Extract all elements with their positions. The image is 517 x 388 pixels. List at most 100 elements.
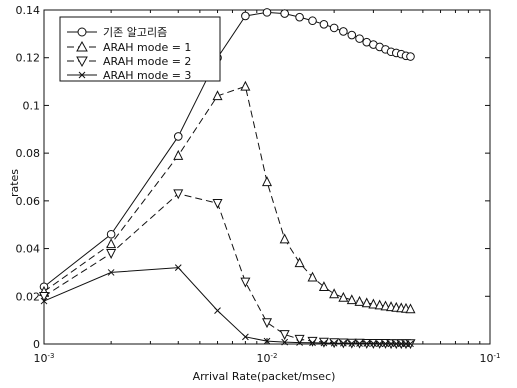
- series-4-point-16: [370, 340, 377, 347]
- series-1-point-5: [241, 11, 250, 21]
- series-4-point-9: [309, 339, 316, 347]
- x-tick-label-0: 10-3: [34, 352, 55, 365]
- series-3-point-1: [38, 291, 50, 302]
- series-2-point-11: [329, 288, 340, 299]
- legend: 기존 알고리즘 ARAH mode = 1 ARAH mode = 2 ARAH…: [59, 16, 221, 82]
- series-3-point-3: [173, 189, 184, 200]
- series-4-point-5: [242, 333, 249, 341]
- y-axis-label: rates: [8, 169, 21, 197]
- series-1-point-9: [308, 16, 317, 26]
- series-4-point-13-b: [348, 340, 356, 347]
- series-3-point-5: [240, 277, 251, 288]
- series-4-point-6: [263, 337, 271, 345]
- x-tick-label-base-1: 10: [257, 352, 271, 365]
- series-2-point-2: [106, 238, 117, 249]
- series-4-point-10: [320, 339, 328, 347]
- series-4-point-3-b: [174, 264, 182, 272]
- x-tick-label-base-2: 10: [480, 352, 494, 365]
- series-4-point-15-b: [363, 340, 371, 347]
- series-2-point-5: [240, 80, 251, 91]
- series-4-point-18-b: [382, 340, 389, 348]
- series-2-point-13: [346, 294, 357, 305]
- series-4-point-13: [348, 340, 356, 347]
- series-1-point-6: [262, 8, 272, 17]
- series-3-point-6: [261, 318, 273, 329]
- legend-label-series-3: ARAH mode = 2: [103, 55, 191, 68]
- series-2-point-12: [338, 291, 349, 302]
- series-2-point-17: [374, 299, 385, 310]
- series-2-point-8: [294, 257, 305, 268]
- series-1-point-11: [329, 23, 339, 33]
- series-1-point-23: [406, 52, 415, 61]
- y-tick-label-4: 0.08: [16, 147, 41, 160]
- series-4-point-19: [387, 340, 395, 348]
- series-2-point-23: [405, 303, 416, 314]
- series-3-point-4: [212, 198, 223, 209]
- series-3-point-9: [307, 336, 318, 347]
- series-4-point-14: [356, 340, 363, 347]
- series-4-point-14-b: [356, 340, 363, 347]
- series-3-point-7: [279, 330, 290, 341]
- legend-label-series-4: ARAH mode = 3: [103, 69, 191, 82]
- series-4-point-19-b: [387, 340, 395, 348]
- legend-box: [59, 16, 221, 82]
- series-2-point-9: [307, 271, 318, 282]
- series-4-point-9-b: [309, 339, 316, 347]
- series-2-point-6: [261, 176, 273, 187]
- series-4-point-17-b: [376, 340, 384, 348]
- series-4-point-1: [40, 297, 48, 305]
- x-tick-label-base-0: 10: [34, 352, 48, 365]
- legend-marker-x-2: [78, 71, 86, 79]
- series-4-point-7: [281, 338, 289, 346]
- legend-label-series-1: 기존 알고리즘: [103, 25, 167, 39]
- series-4-point-20-b: [392, 340, 400, 348]
- series-1-point-2: [106, 229, 116, 239]
- series-1-point-8: [295, 12, 304, 22]
- x-tick-label-1: 10-2: [257, 352, 278, 365]
- series-4-point-2: [107, 269, 115, 276]
- series-1-point-10: [319, 20, 329, 29]
- series-1-point-7: [280, 9, 289, 18]
- series-1-point-3: [173, 132, 183, 141]
- legend-marker-circle: [77, 27, 87, 37]
- series-4-point-16-b: [370, 340, 377, 347]
- y-tick-label-5: 0.1: [23, 99, 41, 112]
- series-2-point-16: [368, 298, 379, 309]
- series-1-point-12: [339, 27, 348, 36]
- series-4-point-18: [382, 340, 389, 348]
- series-4-point-3: [174, 264, 182, 272]
- y-tick-label-1: 0.02: [16, 290, 41, 303]
- series-4-point-17: [376, 340, 384, 348]
- y-tick-label-2: 0.04: [16, 243, 41, 256]
- series-2-point-4: [212, 90, 223, 101]
- x-tick-label-2: 10-1: [480, 352, 501, 365]
- series-4-point-21: [397, 340, 405, 348]
- series-4-point-15: [363, 340, 371, 347]
- series-4-point-8-b: [296, 339, 303, 346]
- series-4-point-23-b: [407, 340, 414, 348]
- series-2-point-10: [318, 281, 329, 292]
- series-4-point-5-b: [242, 333, 249, 341]
- series-4-point-10-b: [320, 339, 328, 347]
- y-tick-label-6: 0.12: [16, 52, 41, 65]
- series-4-point-12: [340, 339, 347, 347]
- series-4-point-4: [214, 307, 221, 314]
- series-2-point-18: [380, 300, 391, 311]
- series-4-point-23: [407, 340, 414, 348]
- series-4-point-21-b: [397, 340, 405, 348]
- x-tick-label-exp-0: -3: [48, 352, 55, 360]
- series-1-point-13: [347, 30, 357, 40]
- series-4-point-2-b: [107, 269, 115, 276]
- y-tick-label-3: 0.06: [16, 195, 41, 208]
- series-4-point-11-b: [330, 339, 338, 347]
- x-tick-label-exp-2: -1: [494, 352, 501, 360]
- series-4-point-11: [330, 339, 338, 347]
- series-4-point-12-b: [340, 339, 347, 347]
- series-4-point-6-b: [263, 337, 271, 345]
- series-4-point-1-b: [40, 297, 48, 305]
- series-2-point-3: [173, 149, 184, 160]
- legend-marker-triangle-up: [76, 40, 88, 52]
